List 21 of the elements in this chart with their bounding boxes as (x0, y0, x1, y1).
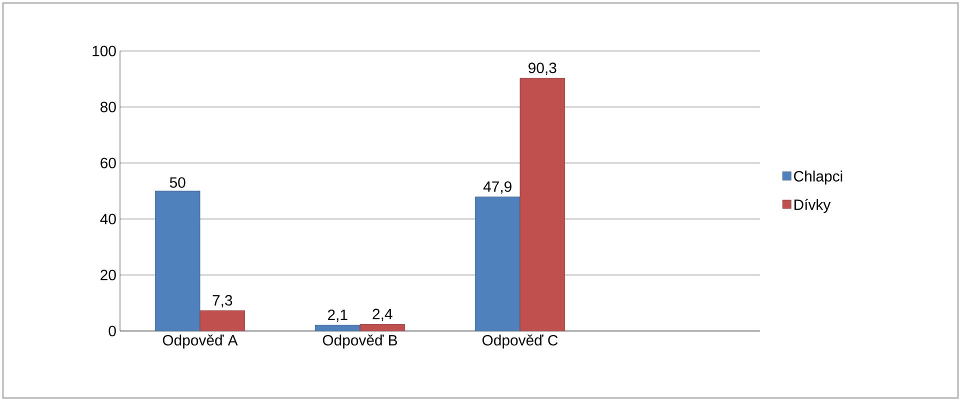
data-label: 50 (170, 177, 186, 188)
y-tick-label: 80 (100, 102, 116, 112)
y-tick-label: 0 (108, 326, 116, 336)
data-label: 7,3 (212, 295, 232, 308)
bar (475, 196, 520, 331)
legend-label: Chlapci (794, 170, 842, 185)
y-tick-label: 60 (100, 158, 116, 168)
data-label: 2,1 (328, 310, 348, 322)
x-tick-label: Odpověď B (322, 334, 398, 348)
y-tick-label: 40 (100, 214, 116, 224)
y-tick-label: 20 (100, 270, 116, 280)
data-label: 90,3 (528, 62, 556, 75)
data-label: 2,4 (372, 308, 392, 322)
data-label: 47,9 (483, 181, 512, 194)
x-tick-label: Odpověď C (482, 334, 558, 348)
legend-label: Dívky (794, 198, 831, 213)
y-tick-label: 100 (92, 46, 116, 56)
x-tick-label: Odpověď A (162, 334, 238, 348)
bar (200, 310, 245, 331)
bar (155, 190, 200, 331)
bar (520, 78, 566, 331)
